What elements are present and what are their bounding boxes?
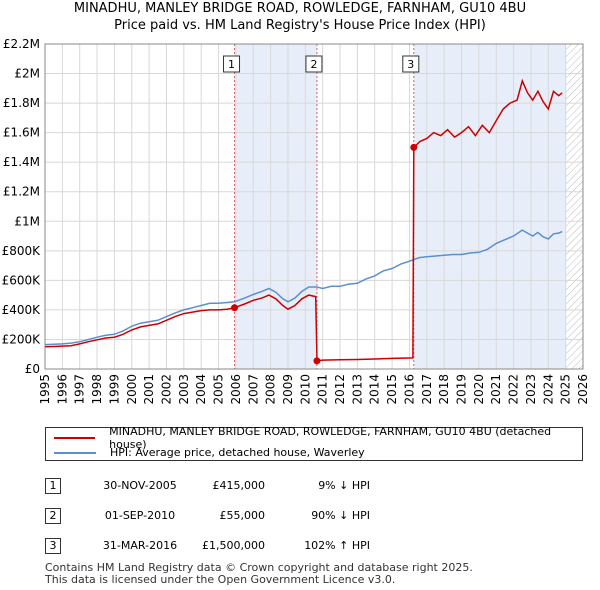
x-tick-label: 2012	[333, 374, 347, 405]
series-line-property	[45, 78, 563, 362]
transaction-date: 31-MAR-2016	[102, 539, 178, 552]
chart-title-line-1: MINADHU, MANLEY BRIDGE ROAD, ROWLEDGE, F…	[73, 1, 527, 16]
y-tick-label: £2M	[14, 67, 40, 81]
x-tick-label: 1997	[73, 374, 87, 405]
x-tick-label: 2002	[159, 374, 173, 405]
y-tick-label: £400K	[2, 303, 42, 317]
transaction-hpi-comparison: 9% ↓ HPI	[318, 479, 370, 492]
transactions-table: 1 30-NOV-2005 £415,000 9% ↓ HPI 2 01-SEP…	[45, 472, 475, 562]
sale-marker-label: 2	[310, 58, 317, 71]
sale-point	[231, 304, 239, 312]
future-hatch-region	[565, 44, 583, 369]
x-tick-label: 2021	[489, 374, 503, 405]
legend-swatch-hpi	[54, 451, 96, 454]
y-tick-label: £600K	[2, 273, 42, 287]
y-tick-label: £200K	[2, 332, 42, 346]
x-tick-label: 2022	[507, 374, 521, 405]
x-tick-label: 2024	[541, 374, 555, 405]
x-tick-label: 2018	[437, 374, 451, 405]
y-tick-label: £0	[25, 362, 40, 376]
x-tick-label: 1995	[38, 374, 52, 405]
table-row: 1 30-NOV-2005 £415,000 9% ↓ HPI	[45, 472, 475, 502]
transaction-hpi-comparison: 90% ↓ HPI	[311, 509, 370, 522]
sale-marker-label: 3	[407, 58, 414, 71]
legend-label-hpi: HPI: Average price, detached house, Wave…	[110, 446, 365, 459]
transaction-price: £415,000	[212, 479, 266, 492]
x-tick-label: 2020	[472, 374, 486, 405]
y-tick-label: £2.2M	[3, 37, 40, 51]
transaction-date: 30-NOV-2005	[103, 479, 177, 492]
x-tick-label: 2014	[368, 374, 382, 405]
x-tick-label: 2000	[125, 374, 139, 405]
x-tick-label: 2004	[194, 374, 208, 405]
x-tick-label: 2025	[559, 374, 573, 405]
sale-marker-label-box	[402, 55, 420, 73]
x-tick-label: 2007	[246, 374, 260, 405]
price-chart: 1 2 3 £0 £200K £400K £600K £800K £1M £1.2M £1.4M £1…	[2, 37, 590, 405]
x-tick-label: 2011	[316, 374, 330, 405]
transaction-number: 3	[45, 538, 61, 554]
footer-licence: This data is licensed under the Open Gov…	[45, 573, 396, 586]
y-tick-label: £1.4M	[3, 155, 40, 169]
sale-point	[410, 143, 418, 151]
x-tick-label: 2019	[455, 374, 469, 405]
ownership-shade	[413, 44, 566, 369]
x-tick-label: 2026	[576, 374, 590, 405]
table-row: 3 31-MAR-2016 £1,500,000 102% ↑ HPI	[45, 532, 475, 562]
table-row: 2 01-SEP-2010 £55,000 90% ↓ HPI	[45, 502, 475, 532]
legend-item-property: MINADHU, MANLEY BRIDGE ROAD, ROWLEDGE, F…	[54, 425, 582, 451]
transaction-price: £1,500,000	[202, 539, 265, 552]
sale-marker-label: 1	[228, 58, 235, 71]
y-tick-label: £1M	[14, 214, 40, 228]
legend-item-hpi: HPI: Average price, detached house, Wave…	[54, 445, 365, 460]
y-tick-label: £800K	[2, 244, 42, 258]
series-line-hpi	[45, 229, 563, 346]
sale-marker-label-box	[223, 55, 241, 73]
y-tick-label: £1.2M	[3, 185, 40, 199]
x-tick-label: 2001	[142, 374, 156, 405]
chart-title-line-2: Price paid vs. HM Land Registry's House …	[114, 18, 486, 33]
x-tick-label: 1998	[90, 374, 104, 405]
x-tick-label: 2017	[420, 374, 434, 405]
transaction-price: £55,000	[219, 509, 266, 522]
chart-legend: MINADHU, MANLEY BRIDGE ROAD, ROWLEDGE, F…	[45, 425, 583, 461]
y-tick-label: £1.8M	[3, 96, 40, 110]
x-tick-label: 2008	[264, 374, 278, 405]
x-tick-label: 2015	[385, 374, 399, 405]
transaction-date: 01-SEP-2010	[104, 509, 176, 522]
x-tick-label: 2005	[212, 374, 226, 405]
transaction-number: 1	[45, 478, 61, 494]
sale-point	[313, 357, 321, 365]
x-tick-label: 2003	[177, 374, 191, 405]
y-tick-label: £1.6M	[3, 126, 40, 140]
x-tick-label: 2006	[229, 374, 243, 405]
ownership-shade	[234, 44, 317, 369]
x-tick-label: 2013	[350, 374, 364, 405]
footer-copyright: Contains HM Land Registry data © Crown c…	[45, 561, 473, 574]
x-tick-label: 1996	[55, 374, 69, 405]
plot-border	[44, 43, 584, 370]
transaction-number: 2	[45, 508, 61, 524]
legend-swatch-property	[54, 436, 96, 439]
transaction-hpi-comparison: 102% ↑ HPI	[304, 539, 370, 552]
x-tick-label: 2010	[298, 374, 312, 405]
legend-label-property: MINADHU, MANLEY BRIDGE ROAD, ROWLEDGE, F…	[109, 424, 552, 451]
x-tick-label: 2016	[402, 374, 416, 405]
x-tick-label: 2023	[524, 374, 538, 405]
sale-marker-label-box	[305, 55, 323, 73]
x-tick-label: 1999	[107, 374, 121, 405]
x-tick-label: 2009	[281, 374, 295, 405]
